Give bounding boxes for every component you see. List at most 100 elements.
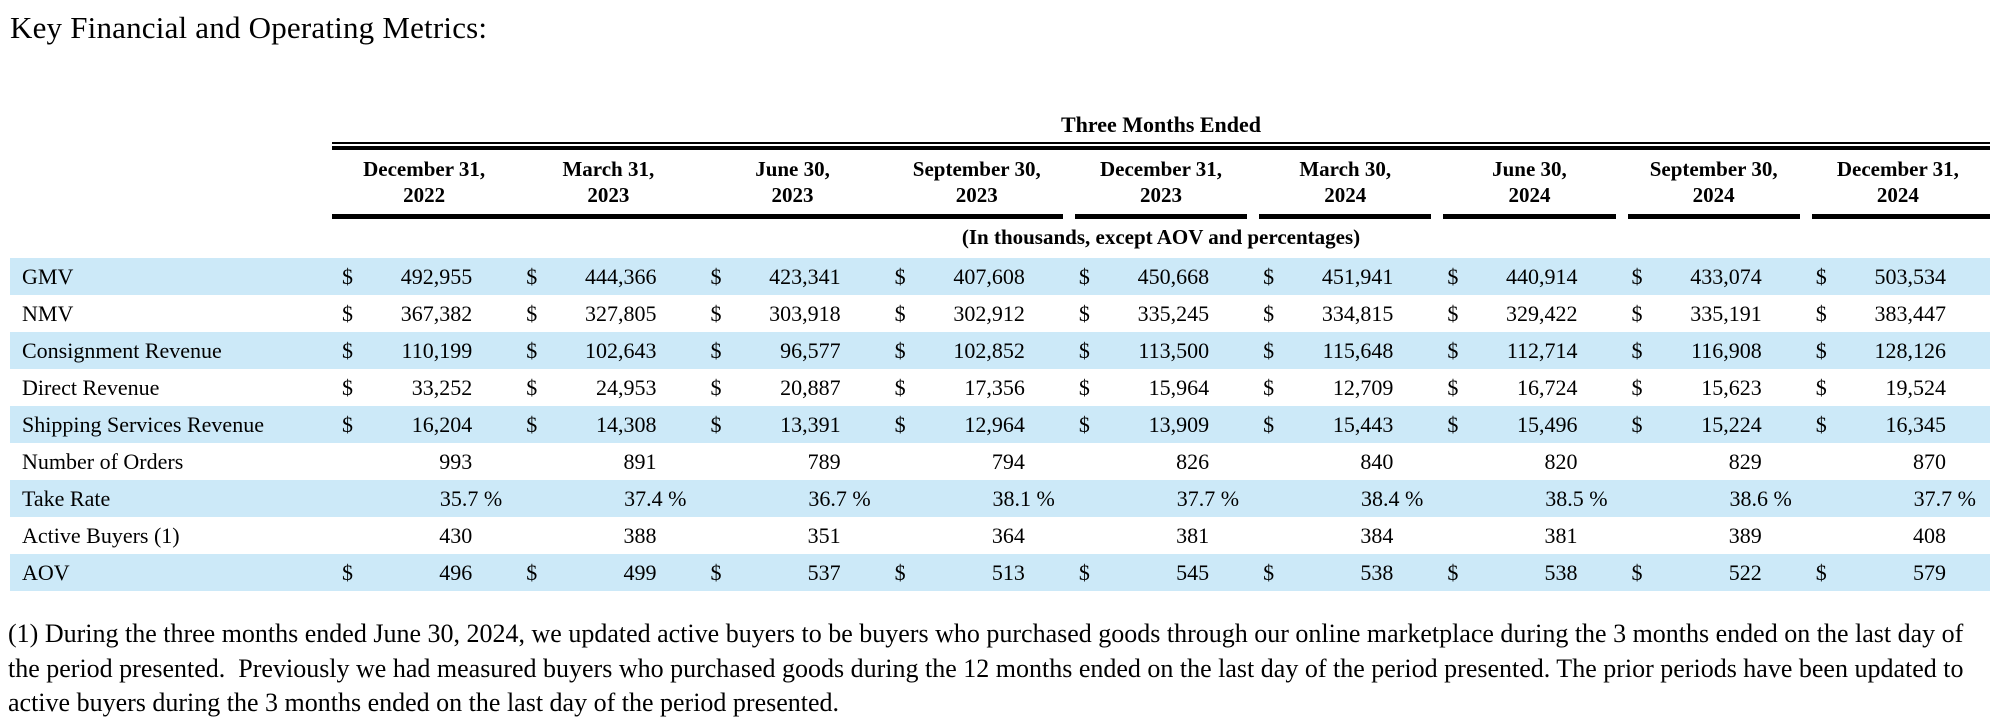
metric-value: 440,914 — [1506, 263, 1578, 289]
metric-value: 826 — [1176, 448, 1210, 474]
metric-label: Active Buyers (1) — [22, 522, 180, 548]
metric-value: 503,534 — [1874, 263, 1947, 289]
metric-label: GMV — [22, 263, 74, 289]
metric-value-cell: $450,668 — [1069, 264, 1253, 290]
metric-value: 381 — [1176, 522, 1210, 548]
metric-value: 451,941 — [1321, 263, 1394, 289]
metric-value-cell: 891 — [516, 449, 700, 475]
currency-symbol: $ — [1263, 337, 1275, 363]
currency-symbol: $ — [894, 559, 906, 585]
metric-value: 579 — [1913, 559, 1946, 585]
metric-value: 13,909 — [1148, 411, 1210, 437]
column-header: December 31, 2023 — [1099, 157, 1223, 207]
metric-value: 102,643 — [584, 337, 657, 363]
metric-value-cell: $115,648 — [1253, 338, 1437, 364]
currency-symbol: $ — [894, 374, 906, 400]
metric-value-cell: $329,422 — [1437, 301, 1621, 327]
metric-value-cell: $128,126 — [1806, 338, 1990, 364]
currency-symbol: $ — [1631, 559, 1643, 585]
metric-value: 17,356 — [964, 374, 1025, 400]
metric-value-cell: $24,953 — [516, 375, 700, 401]
table-row: NMV $367,382 $327,805 $303,918 $302,912 $335,… — [10, 295, 1990, 332]
metric-value-cell: 38.6 % — [1622, 486, 1806, 512]
metric-value-cell: 364 — [885, 523, 1069, 549]
footnote: (1) During the three months ended June 3… — [8, 619, 1970, 718]
currency-symbol: $ — [1815, 300, 1827, 326]
metric-value-cell: $13,909 — [1069, 412, 1253, 438]
column-rule — [1811, 214, 1990, 220]
table-row: Consignment Revenue $110,199 $102,643 $96,5… — [10, 332, 1990, 370]
metric-value-cell: 35.7 % — [332, 486, 516, 512]
metric-value: 19,524 — [1885, 374, 1947, 400]
currency-symbol: $ — [1263, 263, 1275, 289]
metric-label: Consignment Revenue — [22, 337, 222, 363]
metric-value: 16,204 — [411, 411, 473, 437]
metric-value-cell: $496 — [332, 560, 516, 586]
currency-symbol: $ — [1815, 374, 1827, 400]
currency-symbol: $ — [1447, 374, 1459, 400]
span-rule-row — [10, 142, 1990, 150]
metric-value-cell: $13,391 — [700, 412, 884, 438]
column-rule-group — [332, 214, 1063, 220]
column-rule — [1074, 214, 1248, 220]
currency-symbol: $ — [342, 337, 353, 363]
metric-value-cell: $335,245 — [1069, 301, 1253, 327]
metric-value: 538 — [1544, 559, 1578, 585]
metric-value-cell: $16,345 — [1806, 412, 1990, 438]
metric-value-cell: $96,577 — [700, 338, 884, 364]
metric-value: 37.7 % — [1913, 485, 1976, 511]
metric-value-cell: $19,524 — [1806, 375, 1990, 401]
currency-symbol: $ — [894, 263, 906, 289]
metric-value: 383,447 — [1874, 300, 1947, 326]
metric-value-cell: $451,941 — [1253, 264, 1437, 290]
metric-value-cell: $383,447 — [1806, 301, 1990, 327]
metric-value-cell: $14,308 — [516, 412, 700, 438]
metric-value: 444,366 — [584, 263, 657, 289]
currency-symbol: $ — [894, 300, 906, 326]
metric-value-cell: $513 — [885, 560, 1069, 586]
metric-value-cell: 37.4 % — [516, 486, 700, 512]
metric-value-cell: $423,341 — [700, 264, 884, 290]
metric-label: NMV — [22, 300, 74, 326]
metric-value-cell: 794 — [885, 449, 1069, 475]
span-header-rule — [332, 142, 1990, 150]
metric-value-cell: $499 — [516, 560, 700, 586]
metric-value-cell: $110,199 — [332, 338, 516, 364]
units-row: (In thousands, except AOV and percentage… — [10, 225, 1990, 250]
metric-value-cell: 789 — [700, 449, 884, 475]
metric-value: 537 — [807, 559, 841, 585]
metric-value-cell: $102,643 — [516, 338, 700, 364]
currency-symbol: $ — [1263, 300, 1275, 326]
metric-value: 891 — [623, 448, 657, 474]
currency-symbol: $ — [1078, 263, 1090, 289]
metric-label: Number of Orders — [22, 448, 184, 474]
metric-value-cell: $20,887 — [700, 375, 884, 401]
metric-label: Take Rate — [22, 485, 111, 511]
metric-value: 37.7 % — [1176, 485, 1240, 511]
table-row: Active Buyers (1) 430 388 351 364 381 384 381 38… — [10, 517, 1990, 554]
metric-value-cell: $15,623 — [1622, 375, 1806, 401]
currency-symbol: $ — [710, 411, 722, 437]
column-rule — [1259, 214, 1432, 220]
column-rules-row — [10, 214, 1990, 220]
metric-value-cell: 820 — [1437, 449, 1621, 475]
currency-symbol: $ — [1078, 337, 1090, 363]
metric-value-cell: 381 — [1069, 523, 1253, 549]
metric-value: 433,074 — [1690, 263, 1762, 289]
metric-value-cell: $492,955 — [332, 264, 516, 290]
column-header: December 31, 2022 — [363, 157, 486, 207]
metric-value-cell: $537 — [700, 560, 884, 586]
metric-value: 12,709 — [1332, 374, 1394, 400]
metric-value: 20,887 — [780, 374, 841, 400]
currency-symbol: $ — [1078, 411, 1090, 437]
column-header: September 30, 2024 — [1649, 157, 1778, 207]
metric-value: 492,955 — [400, 263, 473, 289]
metric-value-cell: $116,908 — [1622, 338, 1806, 364]
column-header: September 30, 2023 — [912, 157, 1041, 207]
currency-symbol: $ — [1447, 411, 1459, 437]
metric-value-cell: $538 — [1437, 560, 1621, 586]
metric-value: 102,852 — [953, 337, 1025, 363]
metric-value-cell: 381 — [1437, 523, 1621, 549]
metric-value: 38.5 % — [1545, 485, 1608, 511]
metric-value: 840 — [1360, 448, 1394, 474]
